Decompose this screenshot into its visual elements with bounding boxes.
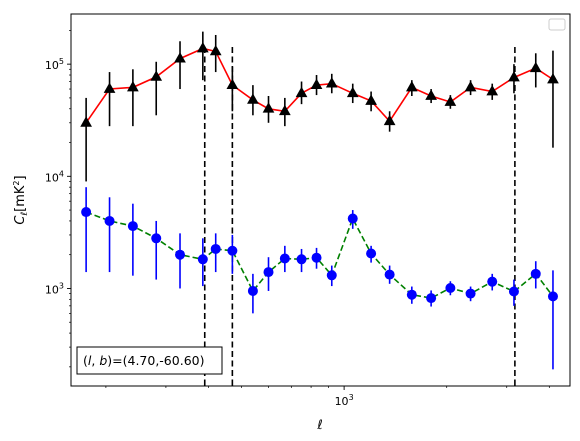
series-2-point (487, 276, 498, 287)
series-2-point (465, 288, 476, 299)
y-axis-label-symbol: C (13, 215, 28, 225)
annotation-frame (76, 346, 223, 375)
series-2-point (530, 268, 541, 279)
series-1 (80, 31, 559, 182)
y-tick-label-exponent: 5 (59, 57, 64, 66)
series-2-point (210, 243, 221, 254)
series-2-point (81, 207, 92, 218)
y-tick-label-exponent: 4 (59, 169, 64, 178)
series-1-point (486, 85, 499, 96)
series-2-point (247, 285, 258, 296)
series-1-point (529, 61, 542, 73)
x-tick-label-exponent: 3 (349, 393, 354, 402)
series-1-point (425, 89, 437, 100)
series-1-point (247, 93, 259, 104)
y-axis-label-unit-superscript: 2 (12, 180, 21, 185)
series-2-point (347, 213, 358, 224)
y-tick-label-exponent: 3 (59, 281, 64, 290)
annotation-box: (l, b)=(4.70,-60.60) (76, 346, 223, 375)
series-1-point (80, 116, 92, 127)
series-2-point (326, 270, 337, 281)
y-tick-label-base: 10 (45, 283, 59, 296)
series-1-point (295, 86, 308, 98)
series-1-point (278, 104, 291, 116)
y-axis-label: Cℓ[mK2] (12, 175, 30, 224)
series-2-point (279, 253, 290, 264)
series-1-point (209, 44, 222, 56)
series-1-point (508, 71, 520, 82)
series-1-point (547, 72, 559, 84)
series-2-point (227, 245, 238, 256)
series-1-point (262, 102, 275, 113)
series-1-point (346, 86, 359, 98)
series-1-point (464, 80, 477, 92)
series-2-point (311, 252, 322, 263)
series-2-point (406, 289, 417, 300)
x-tick-label-base: 10 (335, 395, 349, 408)
series-1-point (365, 94, 377, 105)
series-2-point (547, 291, 558, 302)
annotation-prefix: ( (83, 353, 88, 368)
series-1-point (383, 114, 396, 126)
annotation-comma: , (91, 353, 99, 368)
y-tick-label: 103 (45, 281, 64, 296)
series-2-point (104, 215, 115, 226)
series-2-point (508, 286, 519, 297)
series-1-point (310, 78, 323, 90)
y-tick-label: 105 (45, 57, 64, 72)
y-tick-label-base: 10 (45, 59, 59, 72)
series-2-point (366, 248, 377, 259)
series-1-point (150, 70, 163, 81)
series-2-point (151, 233, 162, 244)
plot-area (80, 31, 559, 386)
x-axis-label: ℓ (316, 418, 322, 433)
series-2-point (127, 221, 138, 232)
series-2-point (197, 254, 208, 265)
series-2-point (263, 267, 274, 278)
annotation-l: l (88, 353, 92, 368)
series-2 (81, 187, 558, 370)
series-1-point (405, 80, 418, 92)
annotation-b: b (99, 353, 107, 368)
series-2-point (175, 249, 186, 260)
series-1-point (444, 95, 457, 106)
series-1-point (325, 77, 338, 88)
y-tick-label-base: 10 (45, 171, 59, 184)
legend-box (548, 18, 566, 31)
axes-frame (70, 13, 571, 387)
series-2-point (426, 293, 437, 304)
series-2-point (296, 254, 307, 265)
x-tick-label: 103 (335, 393, 354, 408)
series-1-point (226, 78, 239, 90)
annotation-text: (l, b)=(4.70,-60.60) (83, 353, 204, 368)
y-axis-label-subscript: ℓ (20, 212, 30, 217)
series-2-point (445, 282, 456, 293)
series-1-point (127, 80, 139, 92)
series-1-point (103, 82, 116, 93)
series-1-point (174, 52, 186, 63)
y-axis-label-unit: [mK (13, 185, 28, 212)
y-tick-label: 104 (45, 169, 64, 184)
series-2-point (384, 269, 395, 280)
annotation-suffix: )=(4.70,-60.60) (107, 353, 204, 368)
series-1-point (196, 41, 209, 53)
y-axis-label-unit-close: ] (13, 175, 28, 180)
